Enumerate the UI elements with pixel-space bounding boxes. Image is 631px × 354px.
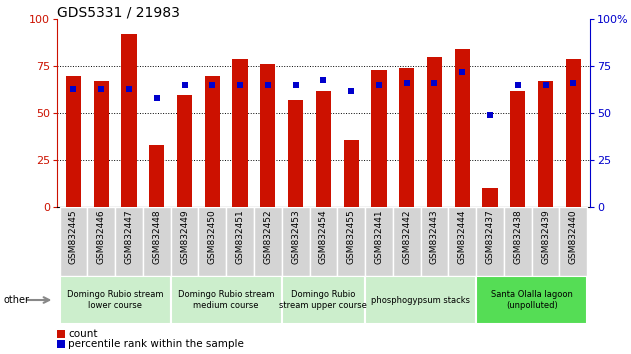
Point bbox=[457, 69, 468, 75]
Bar bbox=[482, 188, 498, 207]
Point bbox=[513, 82, 523, 88]
Text: GSM832439: GSM832439 bbox=[541, 209, 550, 264]
Point bbox=[124, 86, 134, 92]
Text: percentile rank within the sample: percentile rank within the sample bbox=[68, 339, 244, 349]
FancyBboxPatch shape bbox=[476, 207, 504, 276]
Point bbox=[235, 82, 245, 88]
Point bbox=[151, 96, 162, 101]
FancyBboxPatch shape bbox=[170, 207, 198, 276]
Text: GSM832449: GSM832449 bbox=[180, 209, 189, 264]
Text: Domingo Rubio
stream upper course: Domingo Rubio stream upper course bbox=[280, 290, 367, 310]
Text: phosphogypsum stacks: phosphogypsum stacks bbox=[371, 296, 470, 304]
Text: GSM832453: GSM832453 bbox=[291, 209, 300, 264]
FancyBboxPatch shape bbox=[226, 207, 254, 276]
Text: GSM832445: GSM832445 bbox=[69, 209, 78, 264]
FancyBboxPatch shape bbox=[115, 207, 143, 276]
Text: other: other bbox=[3, 295, 29, 305]
Text: GSM832448: GSM832448 bbox=[152, 209, 162, 264]
FancyBboxPatch shape bbox=[59, 207, 87, 276]
FancyBboxPatch shape bbox=[365, 207, 393, 276]
Bar bbox=[427, 57, 442, 207]
Text: GSM832444: GSM832444 bbox=[457, 209, 467, 264]
Point bbox=[207, 82, 217, 88]
FancyBboxPatch shape bbox=[143, 207, 170, 276]
Bar bbox=[316, 91, 331, 207]
Text: GSM832451: GSM832451 bbox=[235, 209, 245, 264]
FancyBboxPatch shape bbox=[421, 207, 449, 276]
Bar bbox=[399, 68, 415, 207]
Point bbox=[290, 82, 300, 88]
Bar bbox=[371, 70, 387, 207]
Point bbox=[430, 80, 440, 86]
Point bbox=[541, 82, 551, 88]
Text: GSM832441: GSM832441 bbox=[374, 209, 384, 264]
Point bbox=[402, 80, 412, 86]
Point bbox=[485, 112, 495, 118]
FancyBboxPatch shape bbox=[476, 276, 587, 324]
Point bbox=[96, 86, 106, 92]
Text: GSM832452: GSM832452 bbox=[263, 209, 273, 264]
Bar bbox=[538, 81, 553, 207]
Bar bbox=[204, 76, 220, 207]
FancyBboxPatch shape bbox=[560, 207, 587, 276]
FancyBboxPatch shape bbox=[504, 207, 532, 276]
Point bbox=[374, 82, 384, 88]
Bar bbox=[510, 91, 526, 207]
Text: GSM832437: GSM832437 bbox=[485, 209, 495, 264]
Point bbox=[346, 88, 357, 93]
Bar bbox=[177, 95, 192, 207]
Point bbox=[262, 82, 273, 88]
Bar bbox=[343, 139, 359, 207]
Bar bbox=[565, 59, 581, 207]
Text: GSM832443: GSM832443 bbox=[430, 209, 439, 264]
FancyBboxPatch shape bbox=[309, 207, 338, 276]
Text: GSM832440: GSM832440 bbox=[569, 209, 578, 264]
Text: GSM832454: GSM832454 bbox=[319, 209, 328, 264]
Bar bbox=[149, 145, 165, 207]
Bar bbox=[121, 34, 137, 207]
Text: GSM832438: GSM832438 bbox=[513, 209, 522, 264]
FancyBboxPatch shape bbox=[87, 207, 115, 276]
Point bbox=[179, 82, 189, 88]
Bar bbox=[454, 50, 470, 207]
Text: GSM832446: GSM832446 bbox=[97, 209, 106, 264]
Bar bbox=[232, 59, 248, 207]
FancyBboxPatch shape bbox=[338, 207, 365, 276]
FancyBboxPatch shape bbox=[532, 207, 560, 276]
FancyBboxPatch shape bbox=[449, 207, 476, 276]
FancyBboxPatch shape bbox=[281, 276, 365, 324]
Text: GDS5331 / 21983: GDS5331 / 21983 bbox=[57, 5, 180, 19]
Text: count: count bbox=[68, 329, 98, 339]
Text: GSM832455: GSM832455 bbox=[346, 209, 356, 264]
FancyBboxPatch shape bbox=[198, 207, 226, 276]
FancyBboxPatch shape bbox=[281, 207, 309, 276]
FancyBboxPatch shape bbox=[365, 276, 476, 324]
Text: Domingo Rubio stream
medium course: Domingo Rubio stream medium course bbox=[178, 290, 274, 310]
Point bbox=[68, 86, 78, 92]
Point bbox=[569, 80, 579, 86]
Text: Domingo Rubio stream
lower course: Domingo Rubio stream lower course bbox=[67, 290, 163, 310]
Bar bbox=[260, 64, 276, 207]
FancyBboxPatch shape bbox=[170, 276, 281, 324]
Text: GSM832447: GSM832447 bbox=[124, 209, 134, 264]
Bar bbox=[66, 76, 81, 207]
Bar bbox=[288, 100, 304, 207]
Text: GSM832442: GSM832442 bbox=[402, 209, 411, 264]
FancyBboxPatch shape bbox=[254, 207, 281, 276]
Bar bbox=[93, 81, 109, 207]
Point bbox=[318, 77, 328, 82]
FancyBboxPatch shape bbox=[393, 207, 421, 276]
Text: GSM832450: GSM832450 bbox=[208, 209, 217, 264]
FancyBboxPatch shape bbox=[59, 276, 170, 324]
Text: Santa Olalla lagoon
(unpolluted): Santa Olalla lagoon (unpolluted) bbox=[491, 290, 572, 310]
